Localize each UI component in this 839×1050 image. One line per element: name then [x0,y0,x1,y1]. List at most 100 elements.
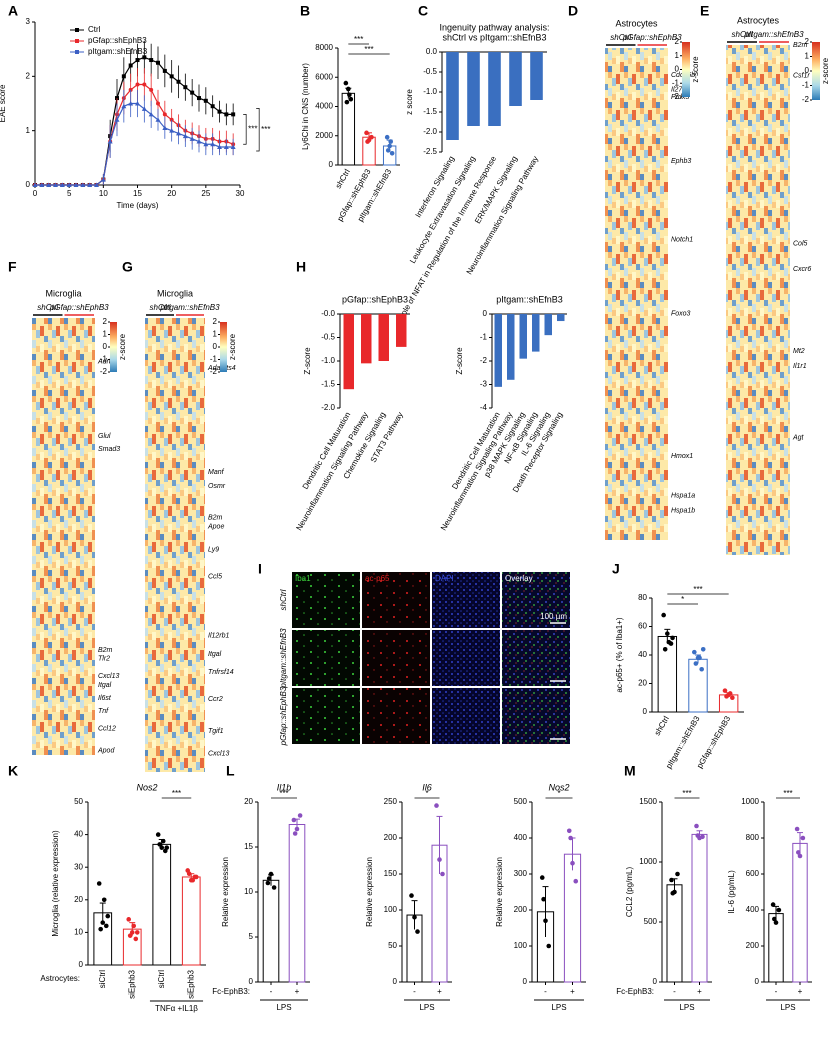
marker [190,90,195,95]
gene-label: Agt [792,435,805,442]
panel-label: E [700,3,709,19]
data-point [96,881,102,886]
marker [135,58,140,63]
group-label: shCtrl [610,33,631,42]
bar [181,876,201,966]
chart-title: Microglia [157,288,193,298]
data-point [389,151,395,156]
y-tick-label: 1000 [741,797,759,806]
legend-label: pGfap::shEphB3 [88,36,147,45]
annotation: *** [248,124,257,133]
y-tick-label: 150 [384,869,398,878]
y-axis-label: ac-p65+ (% of Iba1+) [615,617,624,692]
bracket [243,114,247,145]
data-point [773,920,779,925]
bar [691,833,708,983]
bar [378,314,389,361]
colorbar-label: z-score [691,56,700,83]
y-tick-label: 20 [244,797,253,806]
data-point [772,916,777,922]
y-tick-label: 800 [746,833,760,842]
data-point [157,842,162,847]
data-point [796,850,801,855]
data-point [573,878,579,884]
marker [231,112,236,117]
y-axis-label: EAE score [0,84,7,122]
data-point [127,933,133,938]
column-label: Iba1 [295,574,311,583]
marker [197,96,201,101]
micrograph [292,688,360,744]
marker [224,112,229,117]
annotation: * [557,789,560,798]
y-tick-label: 3 [26,17,31,26]
marker [53,182,58,187]
data-point [131,923,137,929]
gene-label: Il27 [671,87,683,94]
annotation: *** [783,789,792,798]
colorbar-tick-label: 1 [103,330,108,339]
x-tick-label: - [270,987,273,996]
x-tick-label: Neuroinflammation Signaling Pathway [439,411,514,533]
x-axis-label: LPS [276,1003,291,1012]
data-point [794,826,800,832]
bar [519,314,527,359]
gene-label: Ccr2 [208,696,223,703]
data-point [344,99,350,105]
y-tick-label: 20 [638,679,647,688]
colorbar-tick-label: 2 [675,37,680,46]
legend-label: Ctrl [88,25,101,34]
x-tick-label: - [775,987,778,996]
data-point [661,612,666,618]
y-axis-label: Z-score [455,347,464,375]
marker [169,74,174,79]
data-point [666,639,672,645]
colorbar-tick-label: -1 [100,355,108,364]
marker [182,133,188,139]
y-tick-label: 500 [644,917,658,926]
x-tick-label: + [295,987,300,996]
data-point [440,871,445,877]
gene-label: Il6st [98,695,112,702]
data-point [369,134,374,140]
y-tick-label: 200 [384,833,398,842]
micrograph [502,630,570,686]
data-point [186,871,192,877]
marker [223,144,229,149]
annotation: * [425,789,428,798]
colorbar-tick-label: 0 [213,342,218,351]
data-point [190,877,196,883]
y-tick-label: 200 [746,941,760,950]
x-tick-label: 30 [236,189,245,198]
chart-title: Ingenuity pathway analysis: [439,22,549,32]
panel-label: H [296,259,306,275]
x-tick-label: siCtrl [157,970,166,988]
marker [156,101,160,106]
micrograph [502,688,570,744]
y-tick-label: 50 [74,797,83,806]
chart-title: Astrocytes [737,15,780,25]
y-axis-label: Z-score [303,347,312,375]
marker [87,182,93,187]
data-point [700,647,706,652]
panel-label: K [8,763,18,779]
y-tick-label: 0 [249,977,254,986]
y-tick-label: -2.0 [423,127,437,136]
panel-label: M [624,763,636,779]
micrograph [362,630,430,686]
gene-label: Apoe [207,524,224,531]
series-line [35,56,234,186]
colorbar [812,42,820,100]
gene-label: Cxcl13 [98,673,120,680]
row-label: Fc-EphB3: [616,987,654,996]
marker [156,60,160,65]
heatmap [145,318,205,772]
gene-label: Smad3 [98,446,120,453]
x-tick-label: shCtrl [334,167,352,190]
x-tick-label: - [544,987,547,996]
y-tick-label: 1000 [639,857,657,866]
gene-label: Cxcl13 [208,751,230,758]
x-tick-label: + [570,987,575,996]
y-tick-label: 0 [329,160,334,169]
legend-label: pItgam::shEfnB3 [88,47,148,56]
